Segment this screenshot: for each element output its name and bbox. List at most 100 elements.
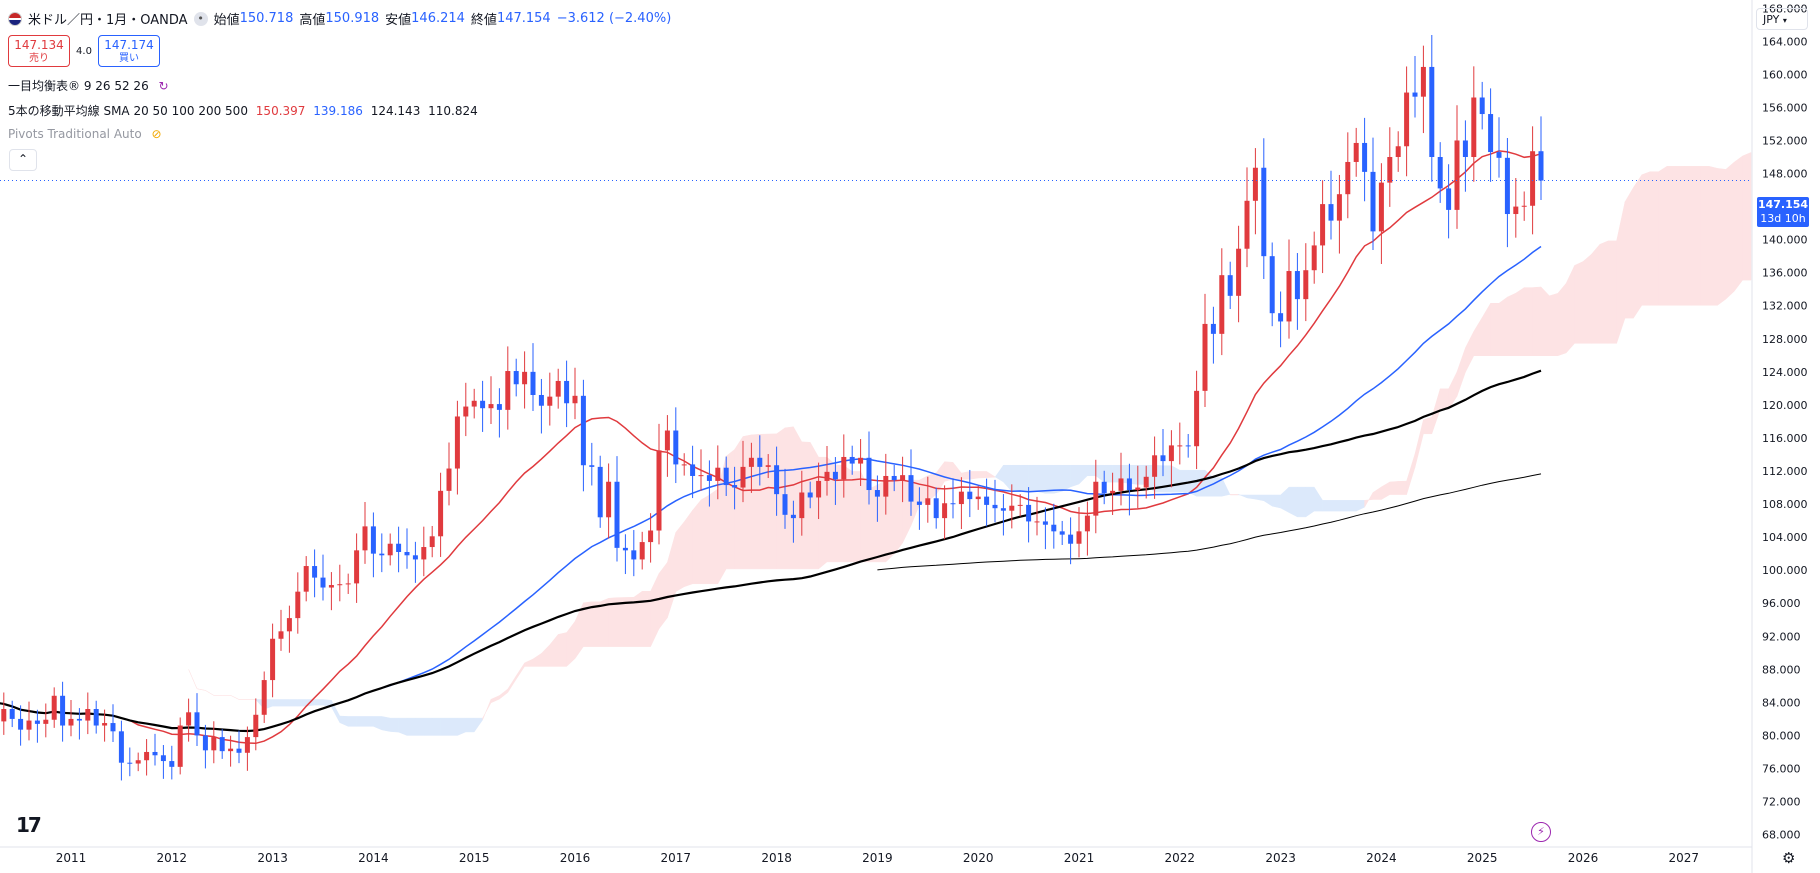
high-value: 150.918 bbox=[325, 11, 380, 26]
tradingview-logo[interactable]: 17 bbox=[16, 813, 42, 837]
sell-button[interactable]: 147.134 売り bbox=[8, 35, 70, 67]
cloud-segment bbox=[490, 695, 500, 704]
candle-body bbox=[85, 709, 91, 721]
pivots-legend[interactable]: Pivots Traditional Auto ⊘ bbox=[8, 127, 162, 141]
candle-body bbox=[1328, 204, 1334, 221]
candle-body bbox=[1194, 390, 1200, 447]
candle-body bbox=[26, 720, 32, 730]
candle-body bbox=[261, 680, 267, 715]
candle-body bbox=[202, 735, 208, 751]
candle-body bbox=[790, 514, 796, 519]
currency-label: JPY bbox=[1763, 13, 1780, 26]
symbol-title[interactable]: 米ドル／円・1月・OANDA bbox=[28, 13, 188, 28]
candle-body bbox=[488, 404, 494, 409]
candle-body bbox=[354, 550, 360, 584]
candle-body bbox=[1068, 534, 1074, 544]
candle-body bbox=[715, 467, 721, 481]
candle-body bbox=[1118, 478, 1124, 491]
currency-selector[interactable]: JPY ▾ bbox=[1756, 8, 1808, 30]
cloud-segment bbox=[1633, 173, 1643, 319]
time-axis: 2011 2012 2013 2014 2015 2016 2017 2018 2019 2020… bbox=[56, 851, 1699, 865]
candle-body bbox=[177, 725, 183, 767]
candle-body bbox=[1126, 478, 1132, 491]
cloud-segment bbox=[1540, 286, 1550, 356]
open-label: 始値 bbox=[213, 13, 240, 28]
cloud-segment bbox=[1717, 168, 1727, 306]
cloud-segment bbox=[272, 699, 282, 707]
candle-body bbox=[110, 723, 116, 732]
candle-body bbox=[1395, 146, 1401, 158]
refresh-icon[interactable]: ↻ bbox=[158, 79, 169, 93]
sma20-line bbox=[0, 150, 1542, 745]
candle-body bbox=[1152, 455, 1158, 477]
moving-averages bbox=[0, 150, 1542, 745]
hidden-eye-icon[interactable]: ⊘ bbox=[151, 127, 162, 141]
cloud-segment bbox=[986, 470, 996, 478]
cloud-segment bbox=[1271, 494, 1281, 509]
candle-body bbox=[9, 709, 15, 719]
cloud-segment bbox=[1574, 261, 1584, 344]
cloud-segment bbox=[557, 632, 567, 667]
candle-body bbox=[648, 530, 654, 543]
cloud-segment bbox=[633, 590, 643, 647]
cloud-segment bbox=[1381, 481, 1391, 500]
lightning-icon[interactable]: ⚡ bbox=[1531, 822, 1551, 842]
collapse-legend-button[interactable]: ⌃ bbox=[9, 149, 37, 171]
candle-body bbox=[538, 394, 544, 406]
y-tick-label: 112.000 bbox=[1762, 465, 1808, 478]
cloud-segment bbox=[935, 460, 945, 496]
candle-body bbox=[1303, 270, 1309, 300]
cloud-segment bbox=[1305, 486, 1315, 518]
y-tick-label: 116.000 bbox=[1762, 432, 1808, 445]
candle-body bbox=[1387, 157, 1393, 183]
y-tick-label: 84.000 bbox=[1762, 696, 1801, 709]
candle-body bbox=[169, 761, 175, 767]
candle-body bbox=[93, 709, 99, 726]
y-tick-label: 68.000 bbox=[1762, 829, 1801, 842]
buy-button[interactable]: 147.174 買い bbox=[98, 35, 160, 67]
candle-body bbox=[1471, 97, 1477, 158]
candle-body bbox=[337, 584, 343, 586]
more-dots-icon[interactable]: • bbox=[193, 11, 208, 26]
spread-value: 4.0 bbox=[76, 45, 92, 57]
candle-body bbox=[463, 406, 469, 417]
candle-body bbox=[732, 485, 738, 488]
candle-body bbox=[303, 566, 309, 592]
candle-body bbox=[1143, 476, 1149, 488]
candle-body bbox=[412, 555, 418, 560]
ichimoku-legend[interactable]: 一目均衡表® 9 26 52 26 ↻ bbox=[8, 77, 169, 94]
close-label: 終値 bbox=[470, 13, 497, 28]
candle-body bbox=[967, 491, 973, 500]
cloud-segment bbox=[499, 688, 509, 700]
cloud-segment bbox=[415, 717, 425, 736]
cloud-segment bbox=[1045, 464, 1055, 494]
candle-body bbox=[496, 404, 502, 410]
candle-body bbox=[1000, 508, 1006, 511]
cloud-segment bbox=[1490, 303, 1500, 356]
y-tick-label: 124.000 bbox=[1762, 366, 1808, 379]
candle-body bbox=[1446, 188, 1452, 210]
cloud-segment bbox=[709, 488, 719, 585]
cloud-segment bbox=[1624, 186, 1634, 319]
cloud-segment bbox=[356, 716, 366, 727]
settings-gear-icon[interactable]: ⚙ bbox=[1782, 849, 1796, 867]
candle-body bbox=[1353, 142, 1359, 162]
cloud-segment bbox=[650, 573, 660, 647]
candle-body bbox=[480, 400, 486, 409]
sma-legend[interactable]: 5本の移動平均線 SMA 20 50 100 200 500 150.397 1… bbox=[8, 102, 478, 119]
candle-body bbox=[43, 719, 49, 724]
cloud-segment bbox=[406, 717, 416, 736]
open-value: 150.718 bbox=[239, 11, 294, 26]
cloud-segment bbox=[1456, 347, 1466, 397]
candle-body bbox=[118, 731, 124, 763]
candle-body bbox=[1168, 445, 1174, 462]
candle-body bbox=[194, 712, 200, 736]
cloud-segment bbox=[1473, 316, 1483, 356]
trade-buttons: 147.134 売り 4.0 147.174 買い bbox=[8, 35, 160, 67]
candle-body bbox=[379, 553, 385, 556]
cloud-segment bbox=[297, 699, 307, 707]
candle-body bbox=[68, 718, 74, 726]
cloud-segment bbox=[1372, 486, 1382, 500]
candle-body bbox=[513, 371, 519, 385]
